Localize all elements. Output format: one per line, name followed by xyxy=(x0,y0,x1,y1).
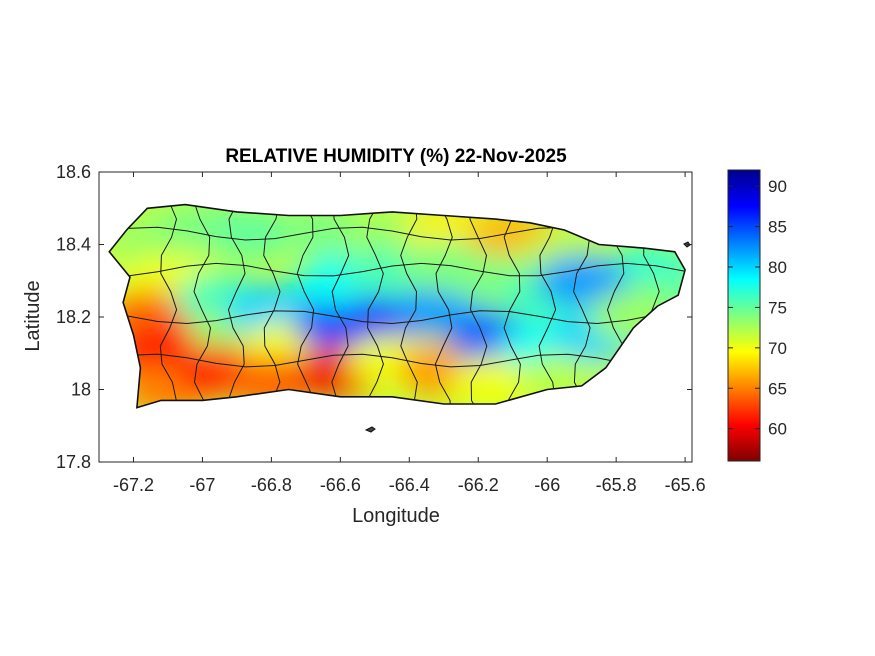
colorbar-ticks: 60 65 70 75 80 85 90 xyxy=(728,177,787,439)
colorbar-tick-label: 60 xyxy=(768,420,787,439)
y-tick-label: 18.2 xyxy=(56,307,91,327)
y-tick-label: 17.8 xyxy=(56,452,91,472)
colorbar-tick-label: 90 xyxy=(768,177,787,196)
x-tick-label: -67 xyxy=(189,475,215,495)
humidity-sample-2 xyxy=(208,207,301,260)
y-tick-label: 18 xyxy=(71,380,91,400)
colorbar-tick-label: 80 xyxy=(768,258,787,277)
x-tick-label: -66.2 xyxy=(458,475,499,495)
municipal-boundary-line xyxy=(159,204,178,408)
humidity-sample-31 xyxy=(449,356,542,408)
municipal-boundary-line xyxy=(469,204,488,408)
municipal-boundary-line xyxy=(227,204,246,408)
municipal-boundary-line xyxy=(109,353,686,368)
x-tick-label: -65.6 xyxy=(665,475,706,495)
colorbar: 60 65 70 75 80 85 90 xyxy=(727,169,787,462)
x-tick-label: -66.4 xyxy=(389,475,430,495)
x-tick-label: -67.2 xyxy=(113,475,154,495)
municipal-boundary-line xyxy=(434,204,453,408)
x-axis-ticks: -67.2 -67 -66.8 -66.6 -66.4 -66.2 -66 -65.8 -65.… xyxy=(113,172,706,495)
chart-title: RELATIVE HUMIDITY (%) 22-Nov-2025 xyxy=(225,146,567,167)
municipal-boundary-line xyxy=(296,204,315,408)
municipal-boundary-line xyxy=(331,204,350,408)
y-tick-label: 18.6 xyxy=(56,162,91,182)
caja-de-muertos-islet xyxy=(364,426,376,433)
y-axis-label: Latitude xyxy=(22,280,44,351)
municipal-boundary-line xyxy=(400,204,418,408)
municipal-boundary-line xyxy=(503,204,522,408)
colorbar-tick-label: 70 xyxy=(768,339,787,358)
municipal-boundary-line xyxy=(109,262,686,277)
colorbar-tick-label: 85 xyxy=(768,218,787,237)
municipal-boundary-line xyxy=(193,204,212,408)
x-tick-label: -66.6 xyxy=(320,475,361,495)
x-tick-label: -65.8 xyxy=(596,475,637,495)
y-tick-label: 18.4 xyxy=(56,235,91,255)
colorbar-gradient xyxy=(727,169,761,462)
municipal-boundary-line xyxy=(109,310,686,325)
municipal-boundary-line xyxy=(538,204,557,408)
x-tick-label: -66 xyxy=(534,475,560,495)
municipal-boundary-line xyxy=(366,204,384,408)
y-axis-ticks: 17.8 18 18.2 18.4 18.6 xyxy=(56,162,692,472)
humidity-sample-37 xyxy=(535,254,628,307)
municipal-boundary-line xyxy=(262,204,281,408)
x-tick-label: -66.8 xyxy=(251,475,292,495)
colorbar-tick-label: 65 xyxy=(768,379,787,398)
x-axis-label: Longitude xyxy=(352,505,440,527)
colorbar-tick-label: 75 xyxy=(768,298,787,317)
